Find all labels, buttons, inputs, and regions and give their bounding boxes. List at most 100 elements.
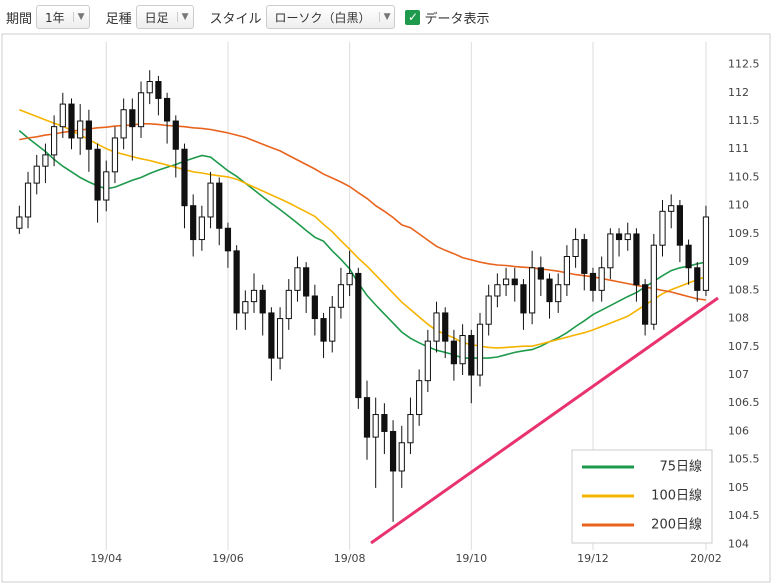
x-tick-label: 20/02 xyxy=(690,552,722,565)
candle-body xyxy=(624,233,631,241)
candle-body xyxy=(51,126,58,156)
x-tick-label: 19/10 xyxy=(455,552,487,565)
y-tick-label: 107 xyxy=(728,368,749,381)
legend-label: 75日線 xyxy=(659,459,702,475)
candle-body xyxy=(642,284,649,325)
candle-body xyxy=(33,165,40,184)
legend-label: 200日線 xyxy=(651,517,702,533)
y-tick-label: 105 xyxy=(728,481,749,494)
candle-body xyxy=(668,205,675,212)
candle-body xyxy=(250,289,258,303)
y-tick-label: 110 xyxy=(728,199,749,212)
candle-body xyxy=(16,216,23,229)
candle-body xyxy=(155,81,162,99)
bar-label: 足種 xyxy=(105,11,132,27)
y-tick-label: 108 xyxy=(728,312,749,325)
style-label: スタイル xyxy=(209,11,262,27)
candle-body xyxy=(337,284,345,308)
candle-body xyxy=(24,182,32,218)
candle-body xyxy=(172,120,179,150)
candle-body xyxy=(59,103,66,128)
x-tick-label: 19/06 xyxy=(212,552,244,565)
candle-body xyxy=(294,267,301,291)
candle-body xyxy=(190,205,197,241)
y-tick-label: 111 xyxy=(728,142,749,155)
y-tick-label: 104 xyxy=(728,537,749,550)
candle-body xyxy=(520,284,527,314)
y-tick-label: 105.5 xyxy=(728,453,760,466)
candle-body xyxy=(42,154,49,167)
y-tick-label: 112 xyxy=(728,86,749,99)
bar-select[interactable]: 日足 ▼ xyxy=(135,5,194,29)
candle-body xyxy=(303,267,310,297)
x-tick-label: 19/08 xyxy=(334,552,366,565)
legend-label: 100日線 xyxy=(651,488,702,504)
candle-body xyxy=(702,216,710,291)
dropdown-arrow: ▼ xyxy=(72,12,85,22)
dropdown-arrow: ▼ xyxy=(378,12,390,22)
candle-body xyxy=(398,442,405,472)
candle-body xyxy=(459,335,466,365)
candle-body xyxy=(502,278,510,286)
candle-body xyxy=(111,137,119,173)
candle-body xyxy=(94,148,101,201)
period-select[interactable]: 1年 ▼ xyxy=(36,5,90,29)
data-toggle-label[interactable]: データ表示 xyxy=(424,11,490,27)
candle-body xyxy=(633,233,640,286)
candle-body xyxy=(424,340,431,382)
y-tick-label: 109.5 xyxy=(728,227,760,240)
style-select[interactable]: ローソク（白黒） ▼ xyxy=(265,5,396,29)
candle-body xyxy=(389,430,397,472)
candle-body xyxy=(259,289,266,314)
candle-body xyxy=(442,312,449,342)
candle-body xyxy=(381,414,388,432)
candle-body xyxy=(581,239,588,274)
candle-body xyxy=(676,205,683,246)
candle-body xyxy=(407,414,414,444)
candle-body xyxy=(572,239,579,257)
candle-body xyxy=(563,255,571,286)
candle-body xyxy=(137,92,145,128)
trend-line xyxy=(370,296,719,545)
dropdown-arrow: ▼ xyxy=(176,12,189,22)
y-tick-label: 104.5 xyxy=(728,509,760,522)
candle-body xyxy=(363,397,371,438)
candle-body xyxy=(268,312,275,359)
candle-body xyxy=(233,250,240,314)
candle-body xyxy=(224,227,232,252)
candle-body xyxy=(650,244,657,325)
x-tick-label: 19/04 xyxy=(90,552,122,565)
candle-body xyxy=(198,216,205,241)
candle-body xyxy=(103,171,110,201)
candle-body xyxy=(372,414,379,438)
candle-body xyxy=(85,120,92,150)
candle-body xyxy=(476,323,484,376)
candle-body xyxy=(589,272,597,291)
y-tick-label: 106 xyxy=(728,424,749,437)
period-value: 1年 xyxy=(45,10,65,25)
candle-body xyxy=(329,306,336,342)
candle-body xyxy=(181,148,188,207)
candle-body xyxy=(120,109,127,139)
data-checkbox[interactable]: ✓ xyxy=(405,9,421,25)
candle-body xyxy=(598,267,605,291)
candle-body xyxy=(433,312,440,342)
candle-body xyxy=(416,380,423,416)
candle-body xyxy=(68,103,75,139)
candle-body xyxy=(615,233,623,241)
candle-body xyxy=(529,267,536,314)
candle-body xyxy=(285,289,292,320)
candle-body xyxy=(485,295,492,325)
candle-body xyxy=(685,244,692,269)
x-tick-label: 19/12 xyxy=(577,552,609,565)
candle-body xyxy=(129,109,136,128)
candle-body xyxy=(555,284,562,303)
y-tick-label: 112.5 xyxy=(728,58,760,71)
candle-body xyxy=(511,278,518,286)
candle-body xyxy=(216,182,223,229)
candle-body xyxy=(537,267,544,280)
bar-value: 日足 xyxy=(144,10,169,25)
y-tick-label: 107.5 xyxy=(728,340,760,353)
y-tick-label: 110.5 xyxy=(728,170,760,183)
